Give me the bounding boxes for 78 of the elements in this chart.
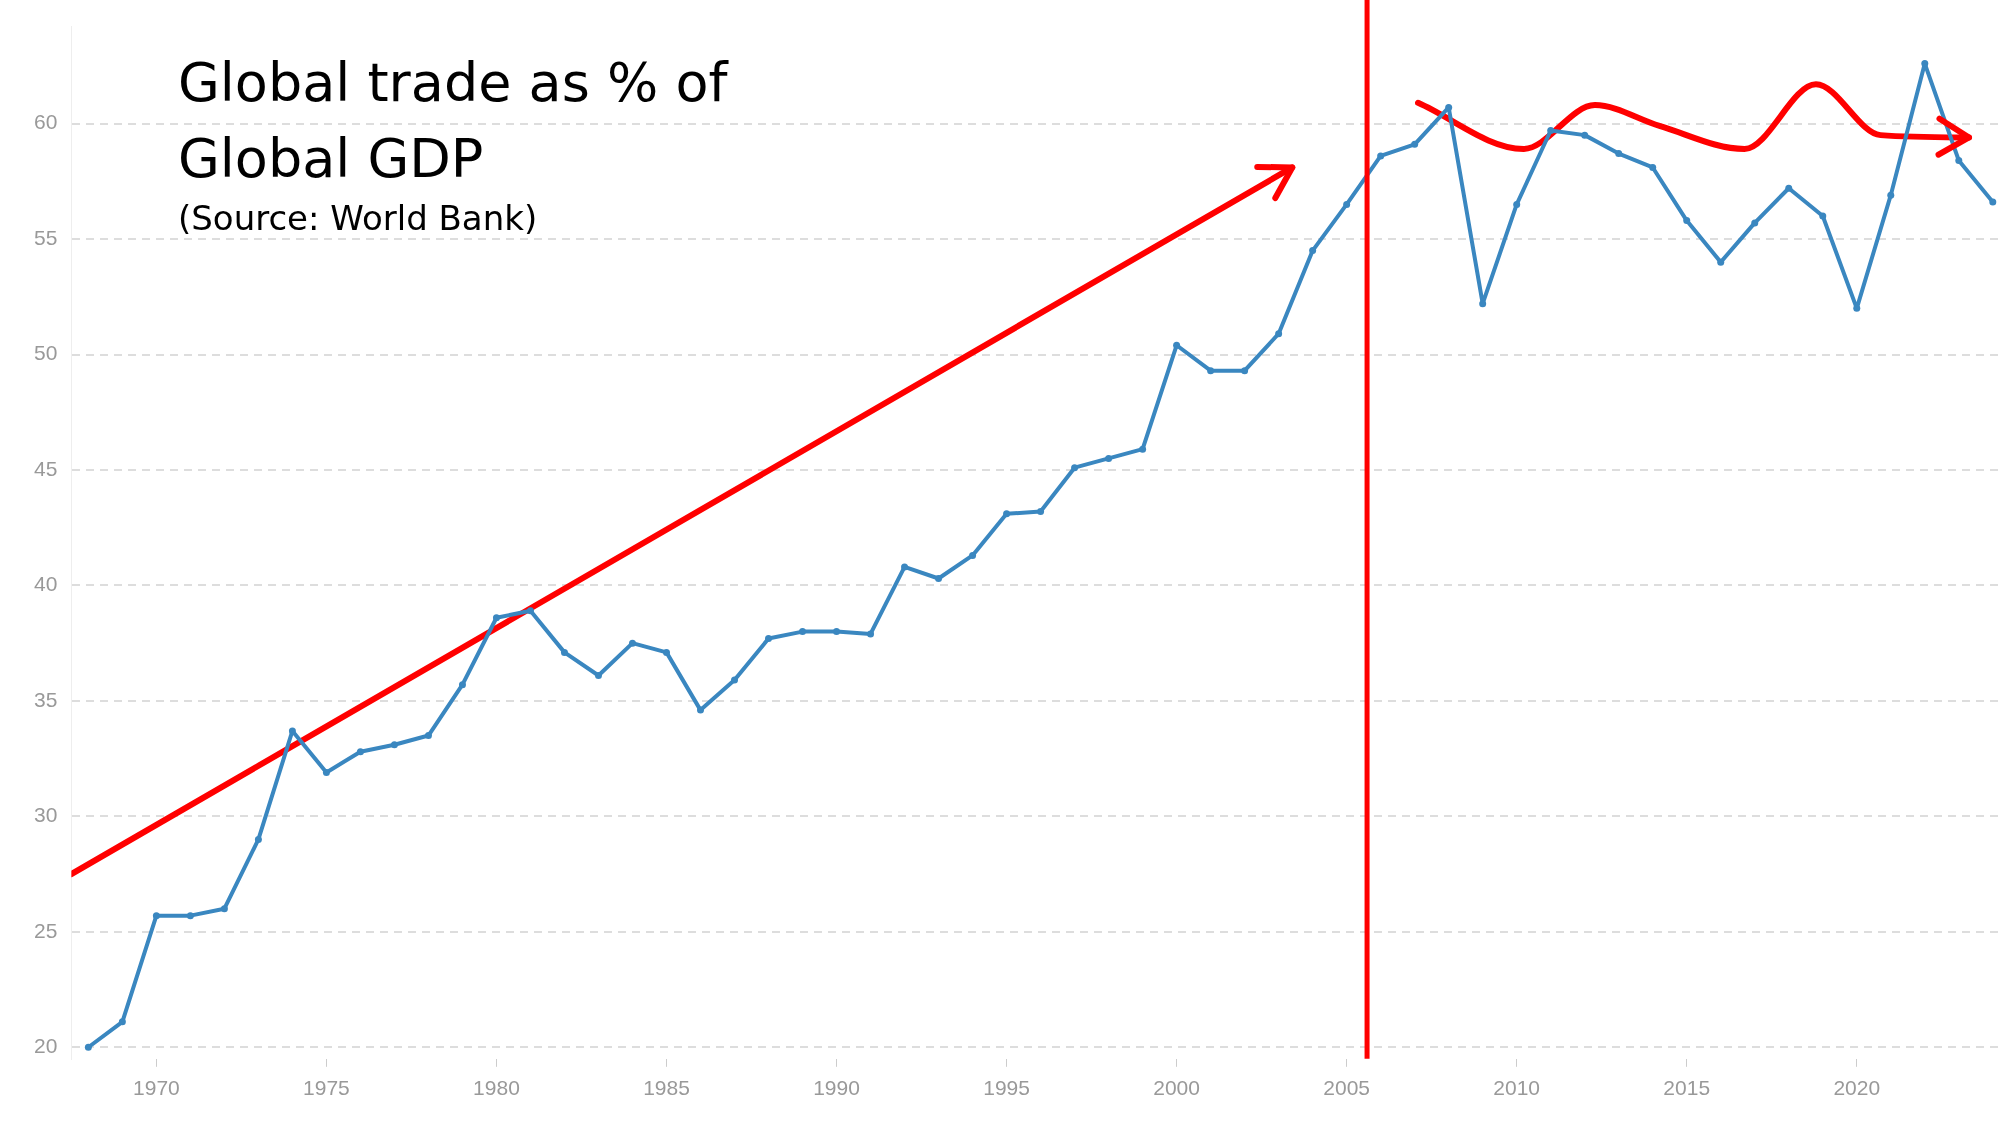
point	[1105, 454, 1113, 462]
point	[731, 676, 739, 684]
point	[152, 912, 160, 920]
point	[697, 706, 704, 714]
point	[186, 912, 194, 920]
point	[322, 768, 330, 776]
point	[118, 1018, 126, 1026]
point	[1717, 258, 1725, 266]
point	[1479, 300, 1487, 308]
point	[220, 905, 228, 913]
x-tick-label: 1985	[643, 1076, 690, 1100]
point	[833, 628, 841, 636]
point	[1343, 200, 1351, 208]
point	[526, 607, 534, 615]
point	[935, 574, 943, 582]
point	[424, 732, 432, 740]
point	[799, 628, 807, 636]
point	[1309, 247, 1317, 255]
annotation: (Source: World Bank)	[178, 198, 538, 238]
point	[628, 639, 636, 647]
point	[1207, 367, 1215, 375]
point	[1955, 157, 1963, 165]
point	[1615, 150, 1623, 158]
point	[458, 681, 466, 689]
point	[1037, 508, 1045, 516]
y-tick-label: 20	[34, 1034, 58, 1058]
x-tick-label: 2015	[1663, 1076, 1711, 1100]
point	[1785, 184, 1793, 192]
point	[1377, 152, 1385, 160]
point	[867, 630, 875, 638]
x-tick-label: 2020	[1833, 1076, 1881, 1100]
point	[1445, 103, 1453, 111]
point	[1887, 191, 1895, 199]
point	[492, 614, 500, 622]
y-tick-label: 50	[34, 341, 58, 365]
x-tick-label: 1975	[303, 1076, 350, 1100]
point	[1649, 163, 1657, 171]
y-tick-label: 25	[34, 918, 58, 942]
point	[254, 835, 262, 843]
point	[560, 648, 568, 656]
x-tick-label: 1970	[133, 1076, 180, 1100]
point	[901, 563, 909, 571]
x-tick-label: 2010	[1493, 1076, 1541, 1100]
point	[969, 551, 977, 559]
y-tick-label: 60	[34, 110, 58, 134]
x-tick-label: 1980	[473, 1076, 520, 1100]
x-tick-label: 2000	[1153, 1076, 1200, 1100]
y-tick-label: 40	[34, 572, 58, 596]
point	[1989, 198, 1997, 206]
point	[1071, 464, 1079, 472]
point	[1411, 140, 1419, 148]
x-tick-label: 1995	[983, 1076, 1030, 1100]
point	[1819, 212, 1827, 220]
point	[1853, 304, 1861, 312]
point	[84, 1043, 92, 1051]
point	[1513, 200, 1521, 208]
point	[1751, 219, 1759, 227]
point	[356, 748, 364, 756]
text: Global trade as % of Global GDP	[178, 50, 730, 192]
point	[765, 635, 773, 643]
point	[1003, 510, 1011, 518]
point	[288, 727, 296, 735]
point	[594, 671, 602, 679]
x-tick-label: 1990	[813, 1076, 860, 1100]
point	[390, 741, 398, 749]
point	[1547, 127, 1555, 135]
point	[1139, 445, 1147, 453]
y-tick-label: 55	[34, 225, 58, 249]
y-tick-label: 45	[34, 456, 58, 480]
point	[1241, 367, 1249, 375]
y-tick-label: 30	[34, 803, 58, 827]
point	[1275, 330, 1283, 338]
y-tick-label: 35	[34, 687, 58, 711]
point	[1581, 131, 1589, 139]
point	[1173, 341, 1181, 349]
point	[1683, 217, 1691, 225]
x-tick-label: 2005	[1323, 1076, 1371, 1100]
point	[662, 648, 670, 656]
